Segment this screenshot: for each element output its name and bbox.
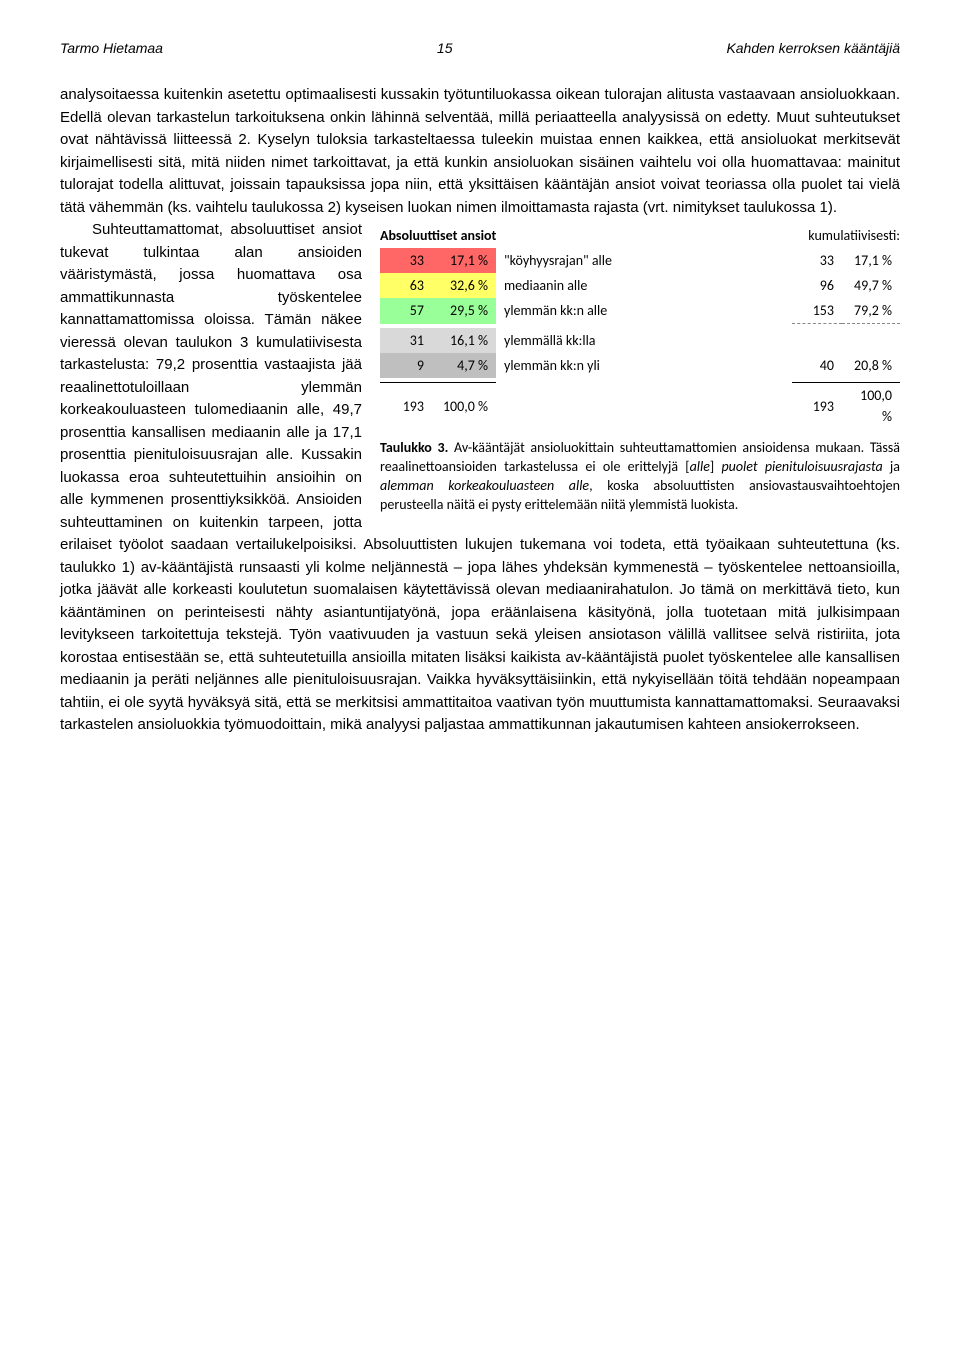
cell-label: "köyhyysrajan" alle [496, 248, 792, 273]
cell-label: mediaanin alle [496, 273, 792, 298]
table-row: 31 16,1 % ylemmällä kk:lla [380, 328, 900, 353]
caption-text: ja [883, 458, 900, 475]
cell-n: 9 [380, 353, 432, 378]
header-page: 15 [437, 40, 453, 56]
cell-cum-p: 20,8 % [842, 353, 900, 378]
page-header: Tarmo Hietamaa 15 Kahden kerroksen käänt… [60, 40, 900, 56]
cell-cum-p: 17,1 % [842, 248, 900, 273]
table-caption: Taulukko 3. Av-kääntäjät ansioluokittain… [380, 439, 900, 515]
cell-cum-p: 49,7 % [842, 273, 900, 298]
table-row: 57 29,5 % ylemmän kk:n alle 153 79,2 % [380, 298, 900, 324]
table-row-total: 193 100,0 % 193 100,0 % [380, 383, 900, 430]
cell-n: 193 [380, 383, 432, 430]
cell-label: ylemmän kk:n alle [496, 298, 792, 324]
caption-italic: puolet pienituloisuusrajasta [721, 458, 882, 475]
cell-cum-p: 79,2 % [842, 298, 900, 324]
para2-part1: Suhteuttamattomat, absoluuttiset ansiot … [60, 221, 362, 486]
cell-cum-p [842, 328, 900, 353]
cell-cum-n: 153 [792, 298, 842, 324]
cell-n: 57 [380, 298, 432, 324]
header-author: Tarmo Hietamaa [60, 40, 163, 56]
cell-pct: 16,1 % [432, 328, 496, 353]
cell-label: ylemmällä kk:lla [496, 328, 792, 353]
cell-cum-n: 96 [792, 273, 842, 298]
caption-bold: Taulukko 3. [380, 439, 448, 456]
cell-pct: 100,0 % [432, 383, 496, 430]
cell-n: 33 [380, 248, 432, 273]
cell-cum-n: 33 [792, 248, 842, 273]
cell-cum-n: 193 [792, 383, 842, 430]
cell-n: 63 [380, 273, 432, 298]
caption-italic: alemman korkeakouluasteen alle [380, 477, 589, 494]
table-ansiot: 33 17,1 % "köyhyysrajan" alle 33 17,1 % … [380, 248, 900, 429]
table-row: 9 4,7 % ylemmän kk:n yli 40 20,8 % [380, 353, 900, 378]
header-title: Kahden kerroksen kääntäjiä [726, 40, 900, 56]
cell-label [496, 383, 792, 430]
caption-italic: alle [690, 458, 710, 475]
table-3-block: Absoluuttiset ansiot kumulatiivisesti: 3… [380, 225, 900, 515]
cell-cum-p: 100,0 % [842, 383, 900, 430]
table-row: 33 17,1 % "köyhyysrajan" alle 33 17,1 % [380, 248, 900, 273]
body-text: analysoitaessa kuitenkin asetettu optima… [60, 84, 900, 737]
cell-n: 31 [380, 328, 432, 353]
table-title-left: Absoluuttiset ansiot [380, 225, 496, 246]
table-row: 63 32,6 % mediaanin alle 96 49,7 % [380, 273, 900, 298]
cell-cum-n [792, 328, 842, 353]
table-title-right: kumulatiivisesti: [808, 225, 900, 246]
cell-cum-n: 40 [792, 353, 842, 378]
paragraph-1: analysoitaessa kuitenkin asetettu optima… [60, 84, 900, 219]
cell-pct: 29,5 % [432, 298, 496, 324]
cell-pct: 32,6 % [432, 273, 496, 298]
cell-pct: 17,1 % [432, 248, 496, 273]
table-title-row: Absoluuttiset ansiot kumulatiivisesti: [380, 225, 900, 246]
cell-label: ylemmän kk:n yli [496, 353, 792, 378]
cell-pct: 4,7 % [432, 353, 496, 378]
caption-text: ] [710, 458, 722, 475]
